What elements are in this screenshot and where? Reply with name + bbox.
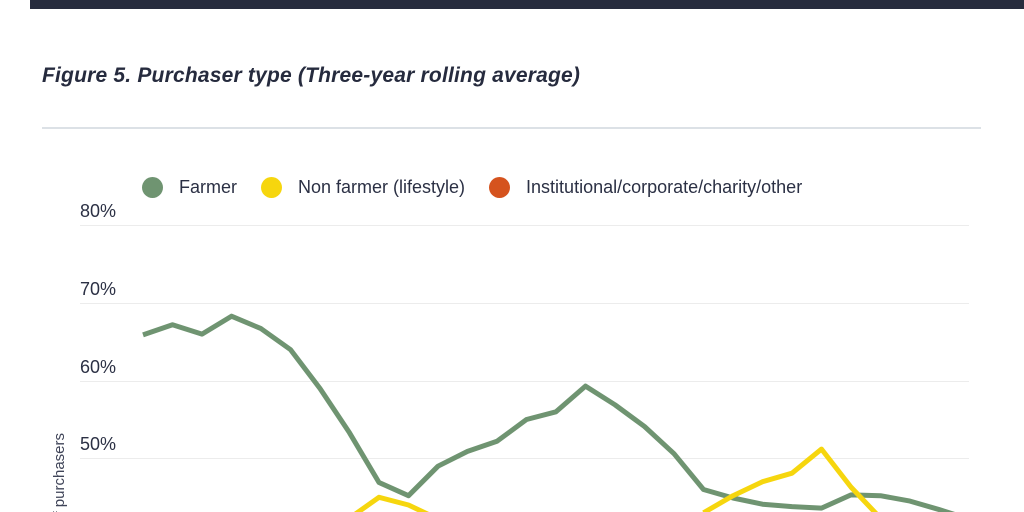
legend-swatch-icon-farmer — [142, 176, 163, 198]
series-line-farmer — [142, 313, 956, 512]
figure-title: Figure 5. Purchaser type (Three-year rol… — [42, 64, 581, 87]
legend-swatch-icon-non-farmer-lifestyle — [261, 176, 282, 198]
legend-label-institutional-corporate-charit: Institutional/corporate/charity/other — [526, 176, 803, 197]
gridline-80 — [80, 225, 969, 227]
y-tick-label-70: 70% — [80, 279, 117, 299]
series-line-non-farmer-lifestyle — [353, 446, 879, 512]
y-tick-label-80: 80% — [80, 201, 117, 222]
legend-item-institutional-corporate-charit: Institutional/corporate/charity/other — [489, 176, 803, 198]
legend-item-farmer: Farmer — [142, 176, 237, 198]
gridline-50 — [80, 458, 969, 460]
legend-swatch-icon-institutional-corporate-charit — [489, 176, 511, 198]
legend-label-farmer: Farmer — [179, 176, 237, 197]
top-accent-bar — [30, 0, 1024, 9]
y-axis-title: % of purchasers — [51, 433, 68, 512]
y-tick-label-60: 60% — [80, 356, 117, 377]
title-divider — [42, 127, 981, 129]
gridline-70 — [80, 303, 969, 304]
legend-item-non-farmer-lifestyle: Non farmer (lifestyle) — [261, 176, 466, 198]
legend-label-non-farmer-lifestyle: Non farmer (lifestyle) — [298, 176, 466, 197]
gridline-60 — [80, 380, 969, 382]
chart-legend: Farmer Non farmer (lifestyle) Institutiona… — [142, 176, 802, 198]
y-tick-label-50: 50% — [80, 434, 117, 455]
